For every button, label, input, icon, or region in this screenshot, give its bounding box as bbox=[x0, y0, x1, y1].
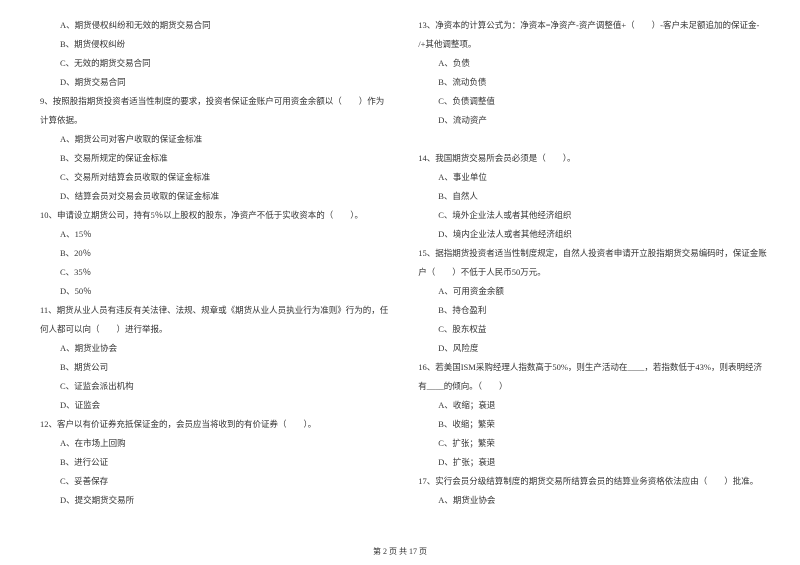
leftColumn-line: A、在市场上回购 bbox=[40, 438, 388, 448]
leftColumn-line: B、期货公司 bbox=[40, 362, 388, 372]
rightColumn-line: 有____的倾向。（ ） bbox=[418, 381, 767, 391]
rightColumn-line: A、事业单位 bbox=[418, 172, 767, 182]
leftColumn-line: C、证监会派出机构 bbox=[40, 381, 388, 391]
rightColumn-line: C、境外企业法人或者其他经济组织 bbox=[418, 210, 767, 220]
rightColumn-line: 17、实行会员分级结算制度的期货交易所结算会员的结算业务资格依法应由（ ）批准。 bbox=[418, 476, 767, 486]
leftColumn-line: A、期货业协会 bbox=[40, 343, 388, 353]
leftColumn-line: B、进行公证 bbox=[40, 457, 388, 467]
leftColumn-line: C、交易所对结算会员收取的保证金标准 bbox=[40, 172, 388, 182]
leftColumn-line: 11、期货从业人员有违反有关法律、法规、规章或《期货从业人员执业行为准则》行为的… bbox=[40, 305, 388, 315]
page-container: A、期货侵权纠纷和无效的期货交易合同 B、期货侵权纠纷 C、无效的期货交易合同 D、期… bbox=[40, 20, 760, 540]
leftColumn-line: B、交易所规定的保证金标准 bbox=[40, 153, 388, 163]
leftColumn-line: A、期货侵权纠纷和无效的期货交易合同 bbox=[40, 20, 388, 30]
rightColumn-line: B、流动负债 bbox=[418, 77, 767, 87]
rightColumn-line: C、负债调整值 bbox=[418, 96, 767, 106]
leftColumn-line: B、期货侵权纠纷 bbox=[40, 39, 388, 49]
leftColumn-line: 何人都可以向（ ）进行举报。 bbox=[40, 324, 388, 334]
leftColumn-line: 9、按照股指期货投资者适当性制度的要求，投资者保证金账户可用资金余额以（ ）作为 bbox=[40, 96, 388, 106]
rightColumn-line: B、自然人 bbox=[418, 191, 767, 201]
leftColumn-line: C、无效的期货交易合同 bbox=[40, 58, 388, 68]
rightColumn-line: D、扩张；衰退 bbox=[418, 457, 767, 467]
leftColumn-line: 12、客户以有价证券充抵保证金的，会员应当将收到的有价证券（ ）。 bbox=[40, 419, 388, 429]
leftColumn-line: D、证监会 bbox=[40, 400, 388, 410]
right-column: 13、净资本的计算公式为：净资本=净资产-资产调整值+（ ）-客户未足额追加的保… bbox=[418, 20, 767, 540]
leftColumn-line: D、50％ bbox=[40, 286, 388, 296]
rightColumn-line: D、风险度 bbox=[418, 343, 767, 353]
rightColumn-line: A、可用资金余额 bbox=[418, 286, 767, 296]
leftColumn-line: A、期货公司对客户收取的保证金标准 bbox=[40, 134, 388, 144]
rightColumn-line: A、收缩；衰退 bbox=[418, 400, 767, 410]
rightColumn-line: 15、据指期货投资者适当性制度规定，自然人投资者申请开立股指期货交易编码时，保证… bbox=[418, 248, 767, 258]
rightColumn-line: C、股东权益 bbox=[418, 324, 767, 334]
leftColumn-line: 计算依据。 bbox=[40, 115, 388, 125]
rightColumn-line: C、扩张；繁荣 bbox=[418, 438, 767, 448]
rightColumn-line: B、收缩；繁荣 bbox=[418, 419, 767, 429]
rightColumn-line: B、持仓盈利 bbox=[418, 305, 767, 315]
leftColumn-line: A、15％ bbox=[40, 229, 388, 239]
rightColumn-line: /+其他调整项。 bbox=[418, 39, 767, 49]
rightColumn-line: 户（ ）不低于人民币50万元。 bbox=[418, 267, 767, 277]
rightColumn-line: D、流动资产 bbox=[418, 115, 767, 125]
leftColumn-line: C、妥善保存 bbox=[40, 476, 388, 486]
rightColumn-line bbox=[418, 134, 767, 144]
rightColumn-line: 14、我国期货交易所会员必须是（ ）。 bbox=[418, 153, 767, 163]
rightColumn-line: 16、若美国ISM采购经理人指数高于50%，则生产活动在____，若指数低于43… bbox=[418, 362, 767, 372]
rightColumn-line: A、负债 bbox=[418, 58, 767, 68]
leftColumn-line: B、20％ bbox=[40, 248, 388, 258]
rightColumn-line: D、境内企业法人或者其他经济组织 bbox=[418, 229, 767, 239]
rightColumn-line: 13、净资本的计算公式为：净资本=净资产-资产调整值+（ ）-客户未足额追加的保… bbox=[418, 20, 767, 30]
rightColumn-line: A、期货业协会 bbox=[418, 495, 767, 505]
leftColumn-line: D、提交期货交易所 bbox=[40, 495, 388, 505]
page-footer: 第 2 页 共 17 页 bbox=[0, 546, 800, 557]
leftColumn-line: D、期货交易合同 bbox=[40, 77, 388, 87]
leftColumn-line: C、35％ bbox=[40, 267, 388, 277]
left-column: A、期货侵权纠纷和无效的期货交易合同 B、期货侵权纠纷 C、无效的期货交易合同 D、期… bbox=[40, 20, 388, 540]
leftColumn-line: D、结算会员对交易会员收取的保证金标准 bbox=[40, 191, 388, 201]
leftColumn-line: 10、申请设立期货公司，持有5％以上股权的股东，净资产不低于实收资本的（ ）。 bbox=[40, 210, 388, 220]
